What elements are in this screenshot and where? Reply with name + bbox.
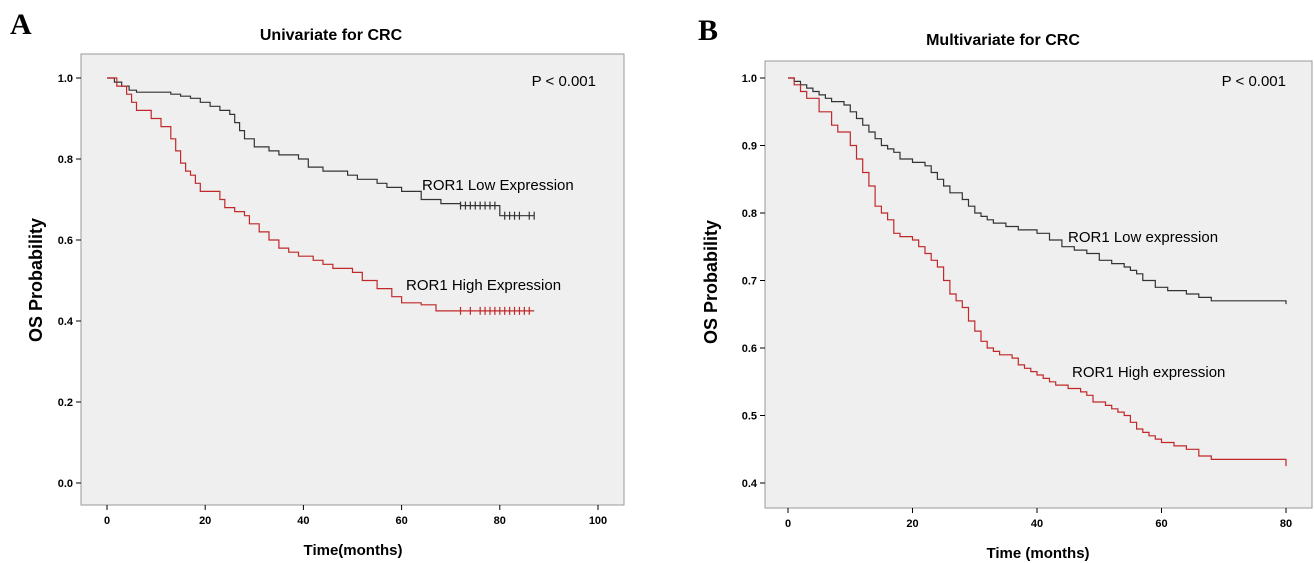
panel-a-xtick-label: 20	[199, 515, 211, 527]
panel-b-legend-low: ROR1 Low expression	[1068, 229, 1218, 246]
panel-a-xtick-label: 100	[589, 515, 607, 527]
panel-a-xtick-label: 0	[104, 515, 110, 527]
panel-b-curve-high	[788, 77, 1287, 467]
panel-b-xtick-label: 80	[1280, 518, 1292, 530]
panel-b-p-value: P < 0.001	[1222, 73, 1286, 90]
panel-a-curve-low	[107, 77, 535, 217]
panel-b-plot-area	[764, 60, 1313, 509]
panel-a-legend-high: ROR1 High Expression	[406, 277, 561, 294]
panel-b-ytick-label: 0.6	[742, 343, 757, 355]
panel-a-xlabel: Time(months)	[304, 542, 403, 559]
panel-a-curve-high	[107, 77, 535, 312]
panel-b-ylabel: OS Probability	[701, 220, 721, 344]
panel-b-ytick-label: 0.5	[742, 411, 757, 423]
panel-a-ytick-label: 0.0	[58, 478, 73, 490]
panel-b-xtick-label: 60	[1155, 518, 1167, 530]
panel-a-plot-area	[80, 53, 625, 506]
panel-b-legend-high: ROR1 High expression	[1072, 364, 1225, 381]
panel-b-ytick-label: 0.7	[742, 276, 757, 288]
panel-b-ytick-label: 0.9	[742, 141, 757, 153]
panel-b-curves	[788, 77, 1287, 467]
panel-a-letter: A	[10, 8, 32, 41]
panel-b-curve-low	[788, 77, 1287, 305]
panel-b-ytick-label: 1.0	[742, 73, 757, 85]
panel-b-title: Multivariate for CRC	[926, 32, 1080, 49]
panel-b-letter: B	[698, 14, 718, 47]
panel-a-p-value: P < 0.001	[532, 73, 596, 90]
panel-b-ytick-label: 0.4	[742, 478, 758, 490]
panel-b-xtick-label: 0	[785, 518, 791, 530]
panel-a-ylabel: OS Probability	[26, 218, 46, 342]
panel-a-ytick-label: 0.2	[58, 397, 73, 409]
panel-a-ytick-label: 0.4	[58, 316, 74, 328]
panel-a-xtick-label: 80	[494, 515, 506, 527]
panel-b-xtick-label: 40	[1031, 518, 1043, 530]
panel-a-ytick-label: 0.6	[58, 235, 73, 247]
panel-b-ytick-label: 0.8	[742, 208, 757, 220]
panel-b-xlabel: Time (months)	[986, 545, 1089, 562]
panel-a: A Univariate for CRC 0 20 40 60 80 1000.00.20…	[10, 8, 625, 559]
panel-b: B Multivariate for CRC 0 20 40 60 80 0.4 0.5 0.…	[698, 14, 1313, 562]
panel-a-curves	[107, 77, 535, 315]
panel-a-ytick-label: 0.8	[58, 154, 73, 166]
panel-a-xtick-label: 60	[395, 515, 407, 527]
panel-a-ticks: 0 20 40 60 80 100 0.0 0.2 0.4 0.6 0.8 1.0	[58, 73, 607, 527]
panel-b-ticks: 0 20 40 60 80 0.4 0.5 0.6 0.7 0.8 0.9 1.0	[742, 73, 1292, 530]
panel-a-xtick-label: 40	[297, 515, 309, 527]
panel-a-legend-low: ROR1 Low Expression	[422, 177, 574, 194]
panel-a-title: Univariate for CRC	[260, 27, 403, 44]
panel-b-xtick-label: 20	[906, 518, 918, 530]
panel-a-ytick-label: 1.0	[58, 73, 73, 85]
